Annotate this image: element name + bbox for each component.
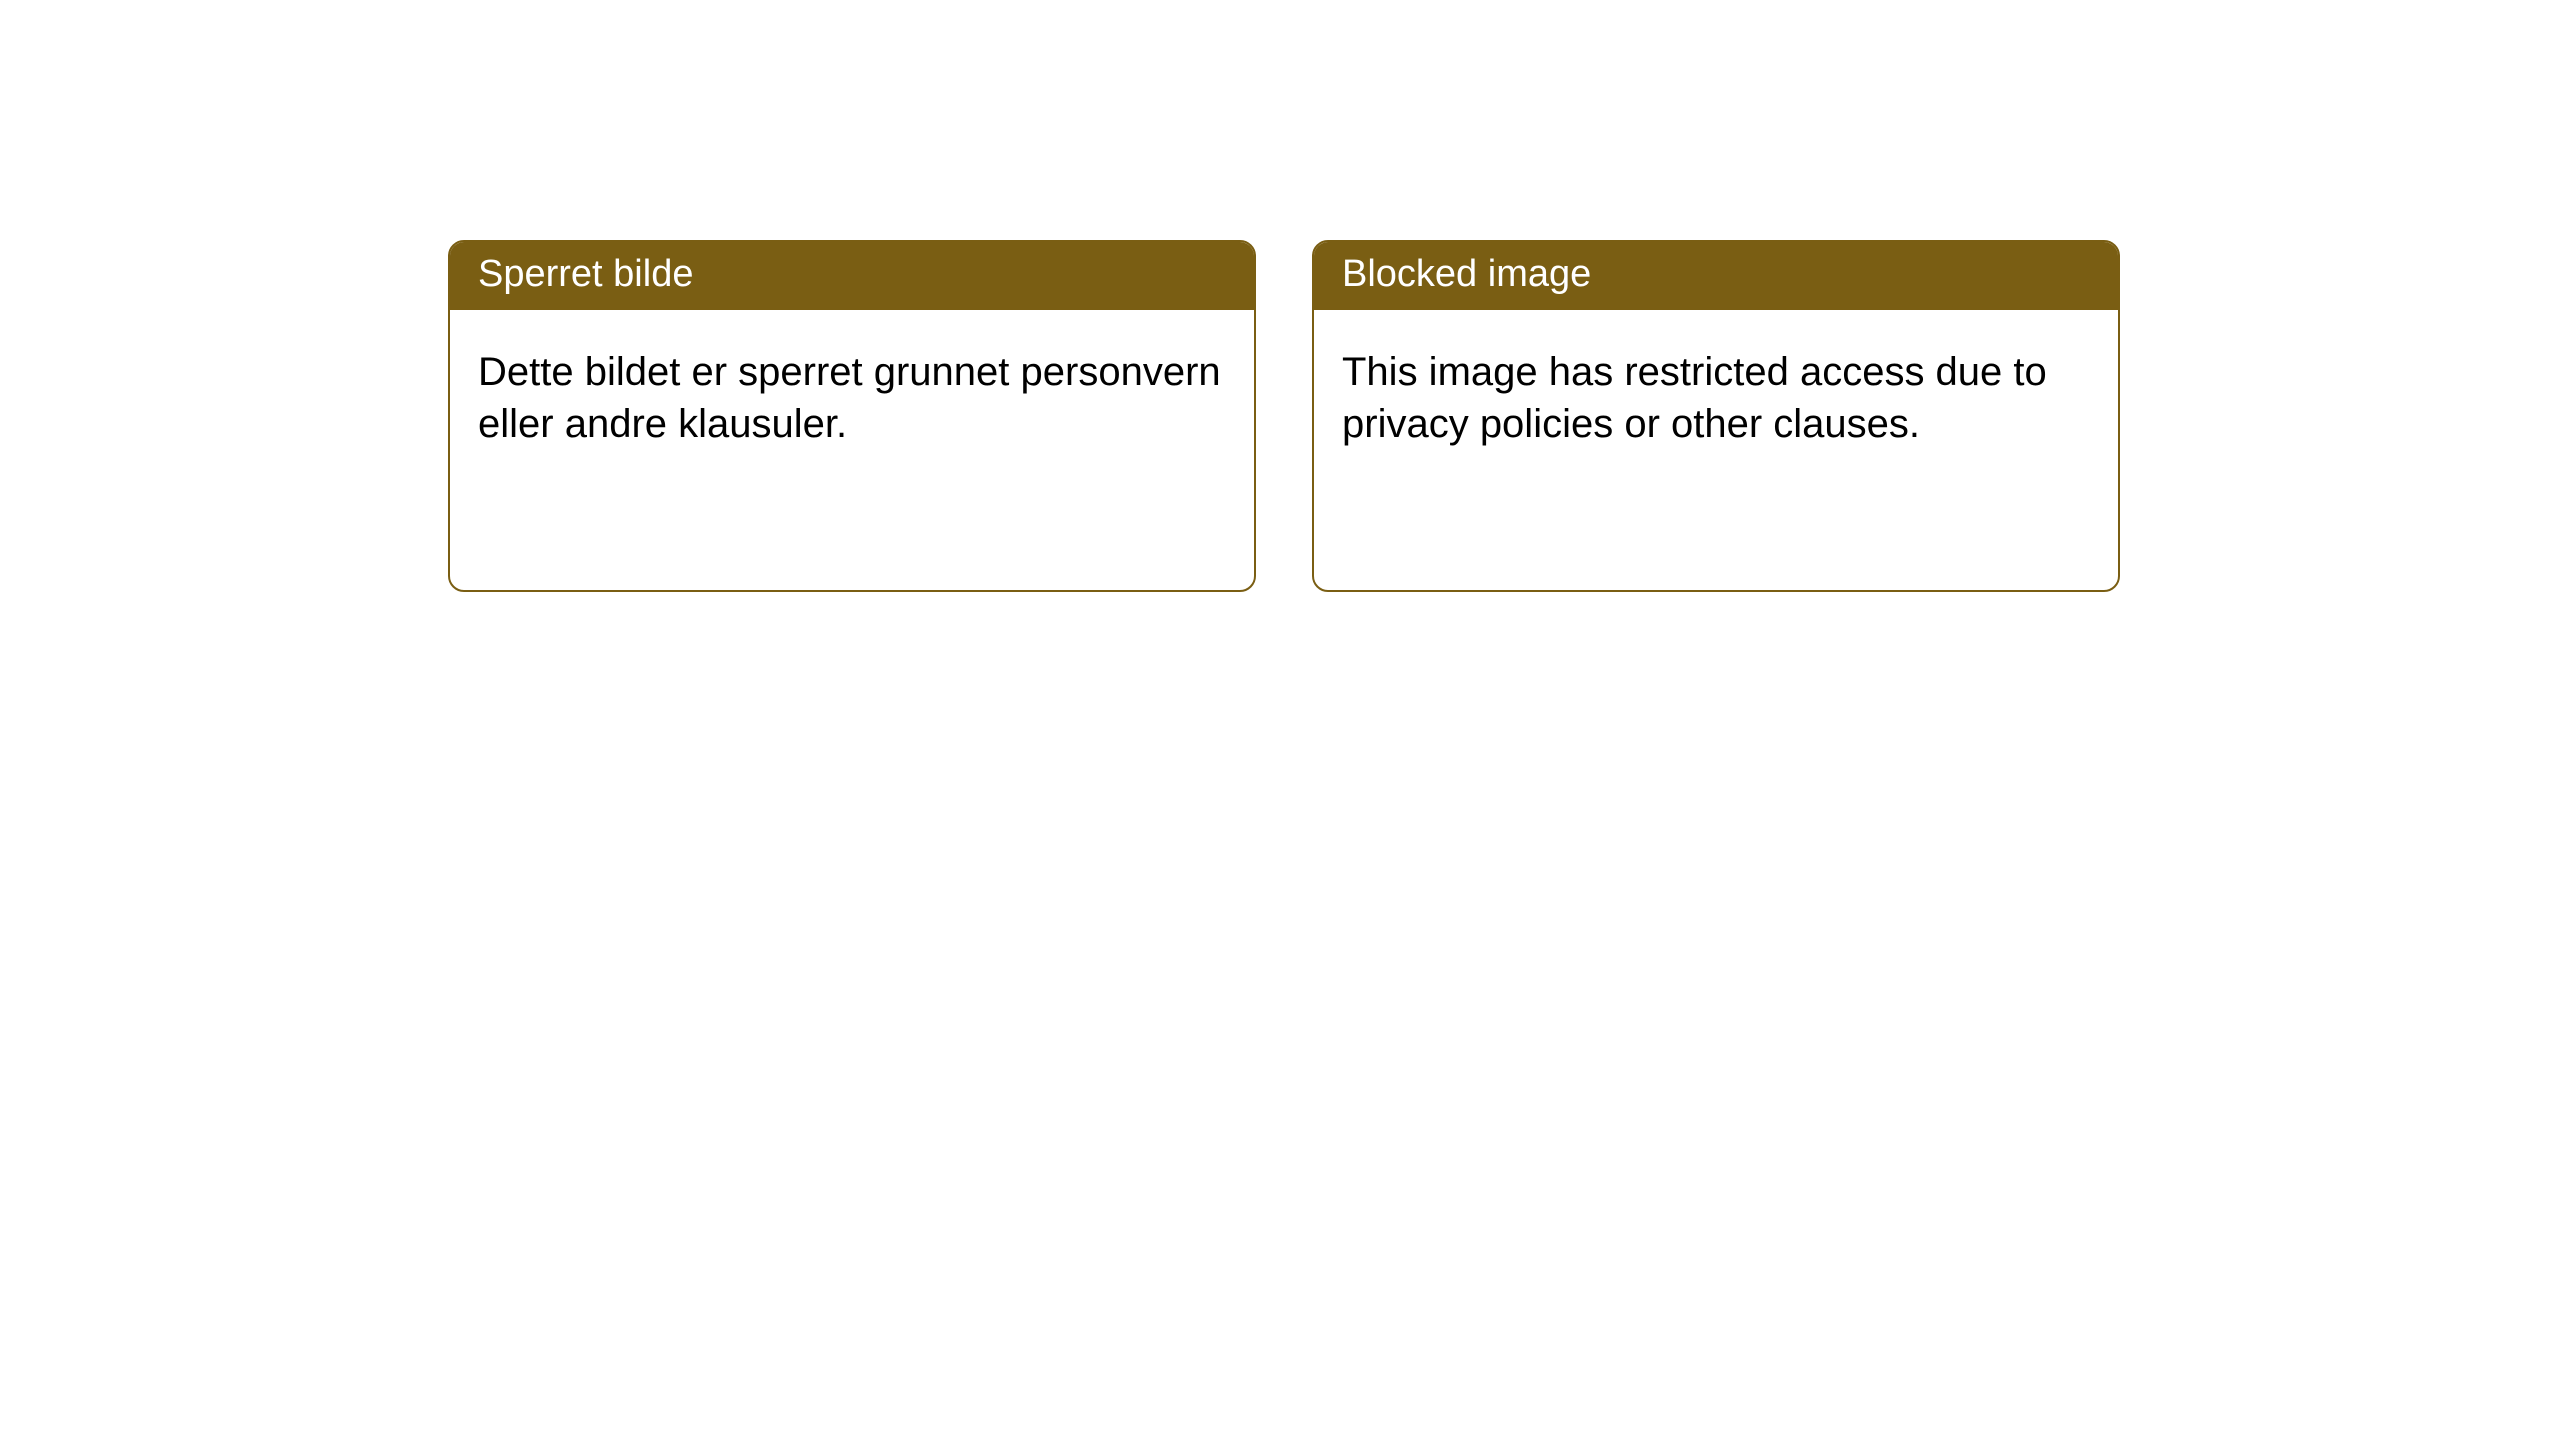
- notice-container: Sperret bilde Dette bildet er sperret gr…: [0, 0, 2560, 592]
- notice-header-english: Blocked image: [1314, 242, 2118, 310]
- notice-card-english: Blocked image This image has restricted …: [1312, 240, 2120, 592]
- notice-header-norwegian: Sperret bilde: [450, 242, 1254, 310]
- notice-card-norwegian: Sperret bilde Dette bildet er sperret gr…: [448, 240, 1256, 592]
- notice-body-norwegian: Dette bildet er sperret grunnet personve…: [450, 310, 1254, 590]
- notice-body-english: This image has restricted access due to …: [1314, 310, 2118, 590]
